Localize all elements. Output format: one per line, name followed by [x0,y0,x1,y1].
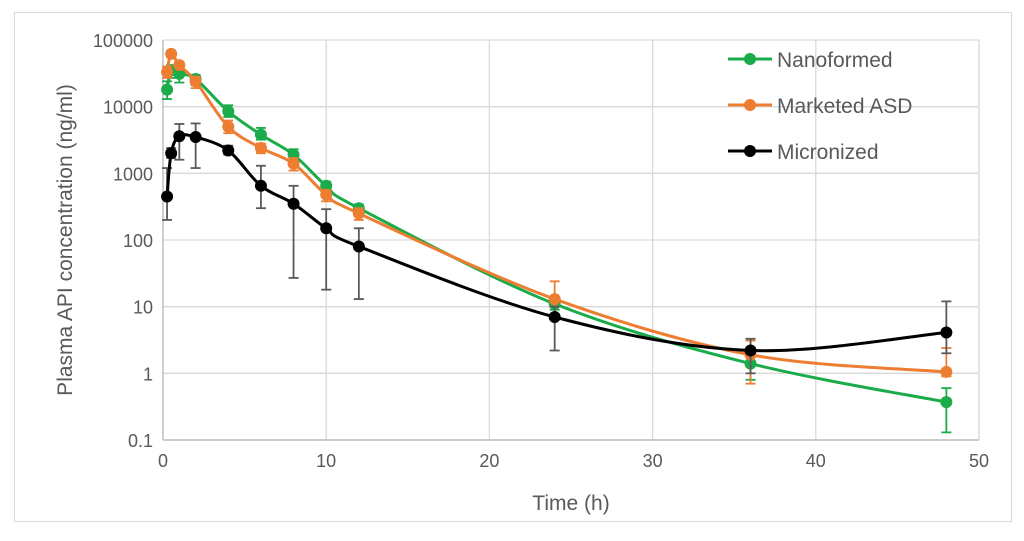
legend-label: Marketed ASD [777,95,912,118]
y-tick-label: 10 [133,298,153,318]
data-point [173,130,186,143]
data-point [940,365,953,378]
series-line [165,68,947,404]
y-tick-label: 100000 [93,31,153,51]
data-point [287,157,300,170]
data-point [548,310,561,323]
x-axis-label: Time (h) [532,492,609,515]
x-tick-label: 40 [806,451,826,471]
data-point [189,75,202,88]
data-point [189,131,202,144]
data-point [165,47,178,60]
data-point [320,222,333,235]
data-point [352,207,365,220]
data-point [940,326,953,339]
data-point [254,128,267,141]
data-point [161,190,174,203]
y-tick-label: 1000 [113,164,153,184]
x-tick-label: 50 [969,451,989,471]
legend-marker [744,145,756,157]
data-point [222,144,235,157]
x-tick-label: 0 [158,451,168,471]
x-tick-label: 20 [479,451,499,471]
data-point [161,66,174,79]
data-point [254,179,267,192]
legend-marker [744,99,756,111]
y-tick-label: 100 [123,231,153,251]
data-point [287,197,300,210]
legend-label: Nanoformed [777,49,893,72]
data-point [940,396,953,409]
x-tick-label: 30 [643,451,663,471]
data-point [254,141,267,154]
y-tick-label: 0.1 [128,431,153,451]
data-point [165,147,178,160]
data-point [222,120,235,133]
chart-frame [14,12,1012,522]
legend-marker [744,53,756,65]
y-tick-label: 10000 [103,98,153,118]
data-point [173,59,186,72]
data-point [320,188,333,201]
data-point [352,240,365,253]
data-point [222,105,235,118]
series-nanoformed [161,64,953,434]
data-point [173,67,186,80]
series-micronized [161,122,953,375]
data-point [161,83,174,96]
data-point [744,344,757,357]
legend-label: Micronized [777,141,879,164]
x-tick-label: 10 [316,451,336,471]
y-axis-label: Plasma API concentration (ng/ml) [54,84,77,396]
data-point [548,293,561,306]
data-point [320,179,333,192]
y-tick-label: 1 [143,364,153,384]
